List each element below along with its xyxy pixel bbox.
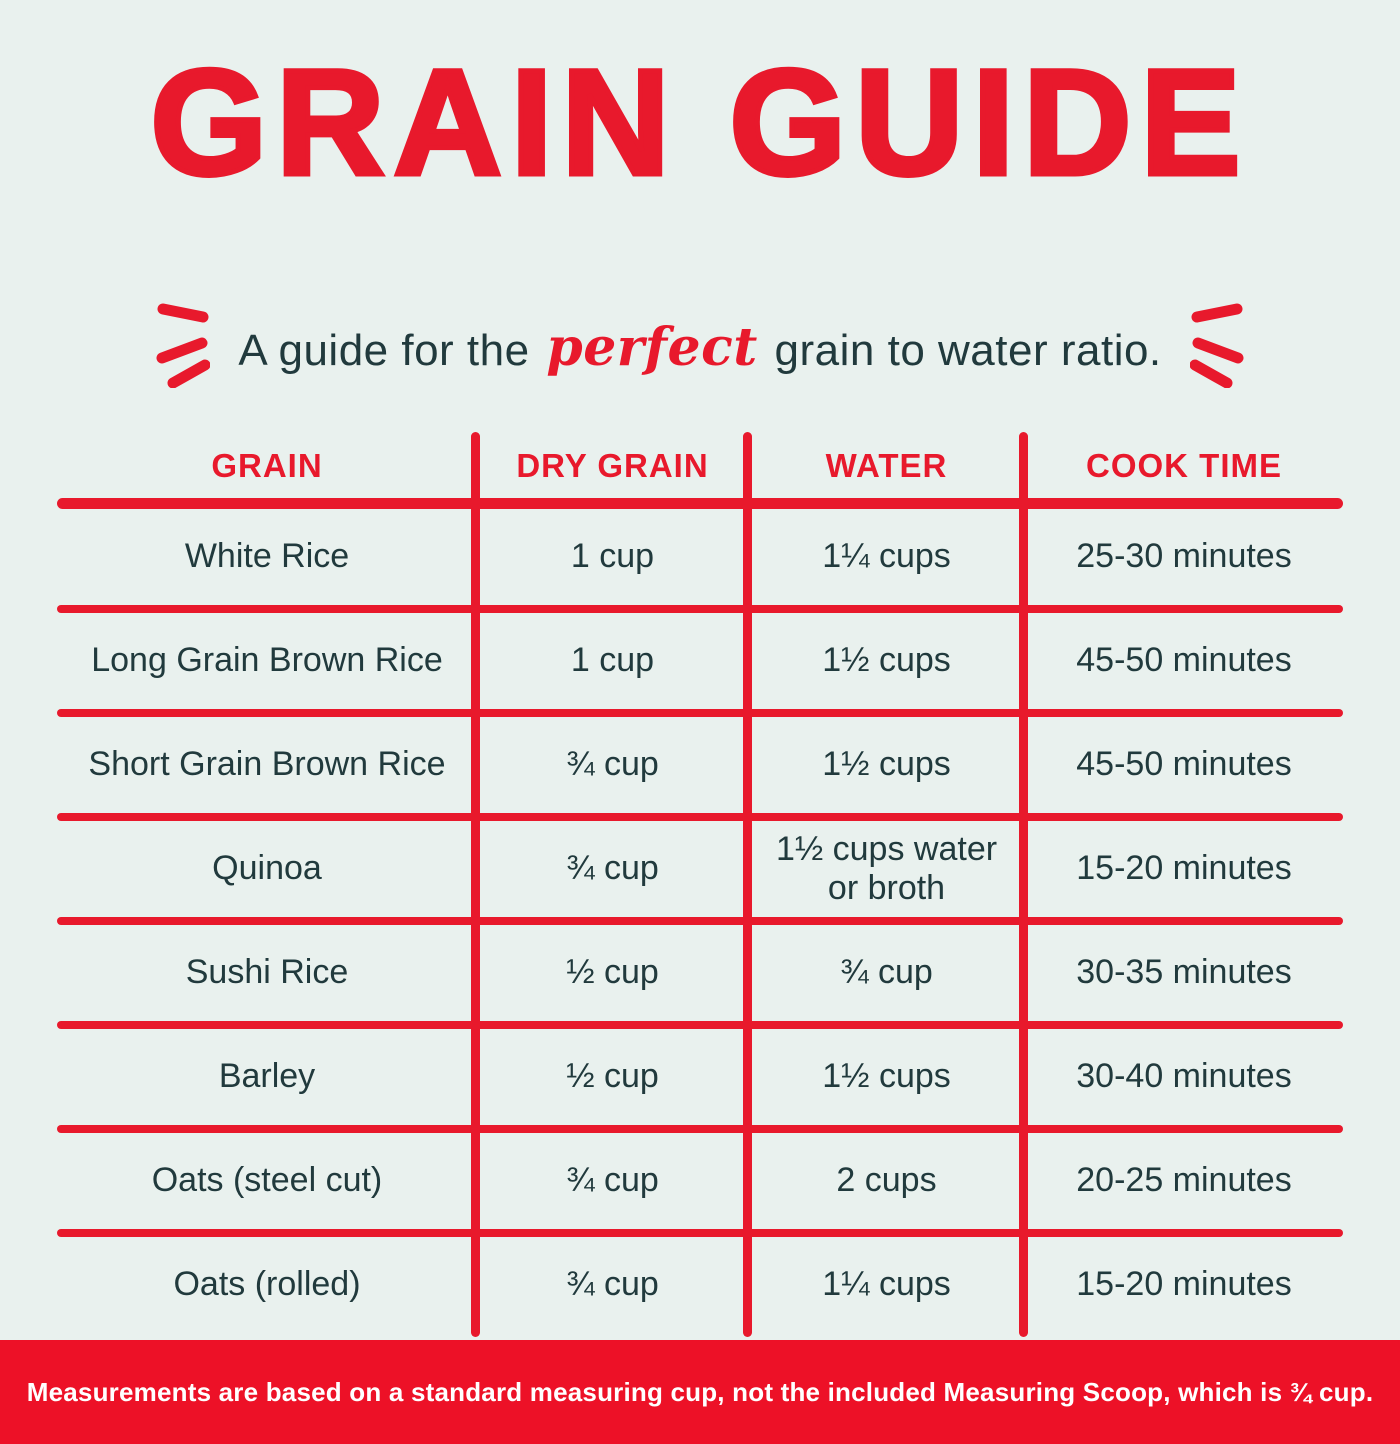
water-cell: 1½ cups <box>822 745 951 784</box>
column-divider <box>1019 432 1028 1337</box>
column-divider <box>471 432 480 1337</box>
cook-time-cell: 30-40 minutes <box>1076 1057 1292 1096</box>
cook-time-cell: 20-25 minutes <box>1076 1161 1292 1200</box>
grain-cell: Sushi Rice <box>185 953 349 992</box>
water-cell: 1½ cups <box>822 641 951 680</box>
grain-cell: Oats (rolled) <box>173 1265 361 1304</box>
cook-time-cell: 30-35 minutes <box>1076 953 1292 992</box>
subtitle-accent: perfect <box>546 316 758 378</box>
table-header-row: GRAIN DRY GRAIN WATER COOK TIME <box>57 434 1343 498</box>
grain-cell: White Rice <box>184 537 350 576</box>
emphasis-burst-right-icon <box>1189 302 1244 393</box>
row-divider <box>57 917 1343 925</box>
grain-table: GRAIN DRY GRAIN WATER COOK TIME White Ri… <box>57 432 1343 1337</box>
footer-note: Measurements are based on a standard mea… <box>26 1376 1374 1407</box>
water-cell: 1½ cups water or broth <box>775 829 998 907</box>
table-row: Short Grain Brown Rice ¾ cup 1½ cups 45-… <box>57 717 1343 813</box>
dry-grain-cell: ¾ cup <box>566 745 659 784</box>
water-cell: 1¼ cups <box>822 1265 951 1304</box>
row-divider <box>57 1125 1343 1133</box>
subtitle-post: grain to water ratio. <box>761 325 1162 375</box>
header-dry-grain: DRY GRAIN <box>516 447 709 484</box>
table-row: White Rice 1 cup 1¼ cups 25-30 minutes <box>57 509 1343 605</box>
header-cook-time: COOK TIME <box>1086 447 1282 484</box>
grain-cell: Long Grain Brown Rice <box>91 641 443 680</box>
row-divider <box>57 813 1343 821</box>
dry-grain-cell: 1 cup <box>570 641 655 680</box>
water-cell: ¾ cup <box>840 953 933 992</box>
cook-time-cell: 45-50 minutes <box>1076 641 1292 680</box>
column-divider <box>743 432 752 1337</box>
dry-grain-cell: ¾ cup <box>566 1265 659 1304</box>
subtitle-pre: A guide for the <box>238 325 543 375</box>
row-divider <box>57 1229 1343 1237</box>
table-row: Barley ½ cup 1½ cups 30-40 minutes <box>57 1029 1343 1125</box>
dry-grain-cell: ¾ cup <box>566 849 659 888</box>
footer-banner: Measurements are based on a standard mea… <box>0 1340 1400 1444</box>
header-divider <box>57 498 1343 509</box>
water-cell: 1¼ cups <box>822 537 951 576</box>
table-row: Long Grain Brown Rice 1 cup 1½ cups 45-5… <box>57 613 1343 709</box>
row-divider <box>57 605 1343 613</box>
emphasis-burst-left-icon <box>156 302 211 393</box>
subtitle-row: A guide for the perfect grain to water r… <box>0 302 1400 392</box>
water-cell: 1½ cups <box>822 1057 951 1096</box>
grain-cell: Oats (steel cut) <box>151 1161 383 1200</box>
water-cell: 2 cups <box>836 1161 937 1200</box>
row-divider <box>57 1021 1343 1029</box>
table-row: Sushi Rice ½ cup ¾ cup 30-35 minutes <box>57 925 1343 1021</box>
header-water: WATER <box>825 447 948 484</box>
cook-time-cell: 15-20 minutes <box>1076 849 1292 888</box>
grain-cell: Short Grain Brown Rice <box>88 745 446 784</box>
cook-time-cell: 15-20 minutes <box>1076 1265 1292 1304</box>
dry-grain-cell: 1 cup <box>570 537 655 576</box>
grain-cell: Barley <box>218 1057 316 1096</box>
table-row: Oats (rolled) ¾ cup 1¼ cups 15-20 minute… <box>57 1237 1343 1333</box>
subtitle: A guide for the perfect grain to water r… <box>238 317 1161 378</box>
dry-grain-cell: ¾ cup <box>566 1161 659 1200</box>
cook-time-cell: 25-30 minutes <box>1076 537 1292 576</box>
cook-time-cell: 45-50 minutes <box>1076 745 1292 784</box>
header-grain: GRAIN <box>211 447 323 484</box>
page-title: GRAIN GUIDE <box>148 38 1250 206</box>
row-divider <box>57 709 1343 717</box>
table-row: Quinoa ¾ cup 1½ cups water or broth 15-2… <box>57 821 1343 917</box>
grain-cell: Quinoa <box>212 849 322 888</box>
table-row: Oats (steel cut) ¾ cup 2 cups 20-25 minu… <box>57 1133 1343 1229</box>
dry-grain-cell: ½ cup <box>566 1057 659 1096</box>
dry-grain-cell: ½ cup <box>566 953 659 992</box>
